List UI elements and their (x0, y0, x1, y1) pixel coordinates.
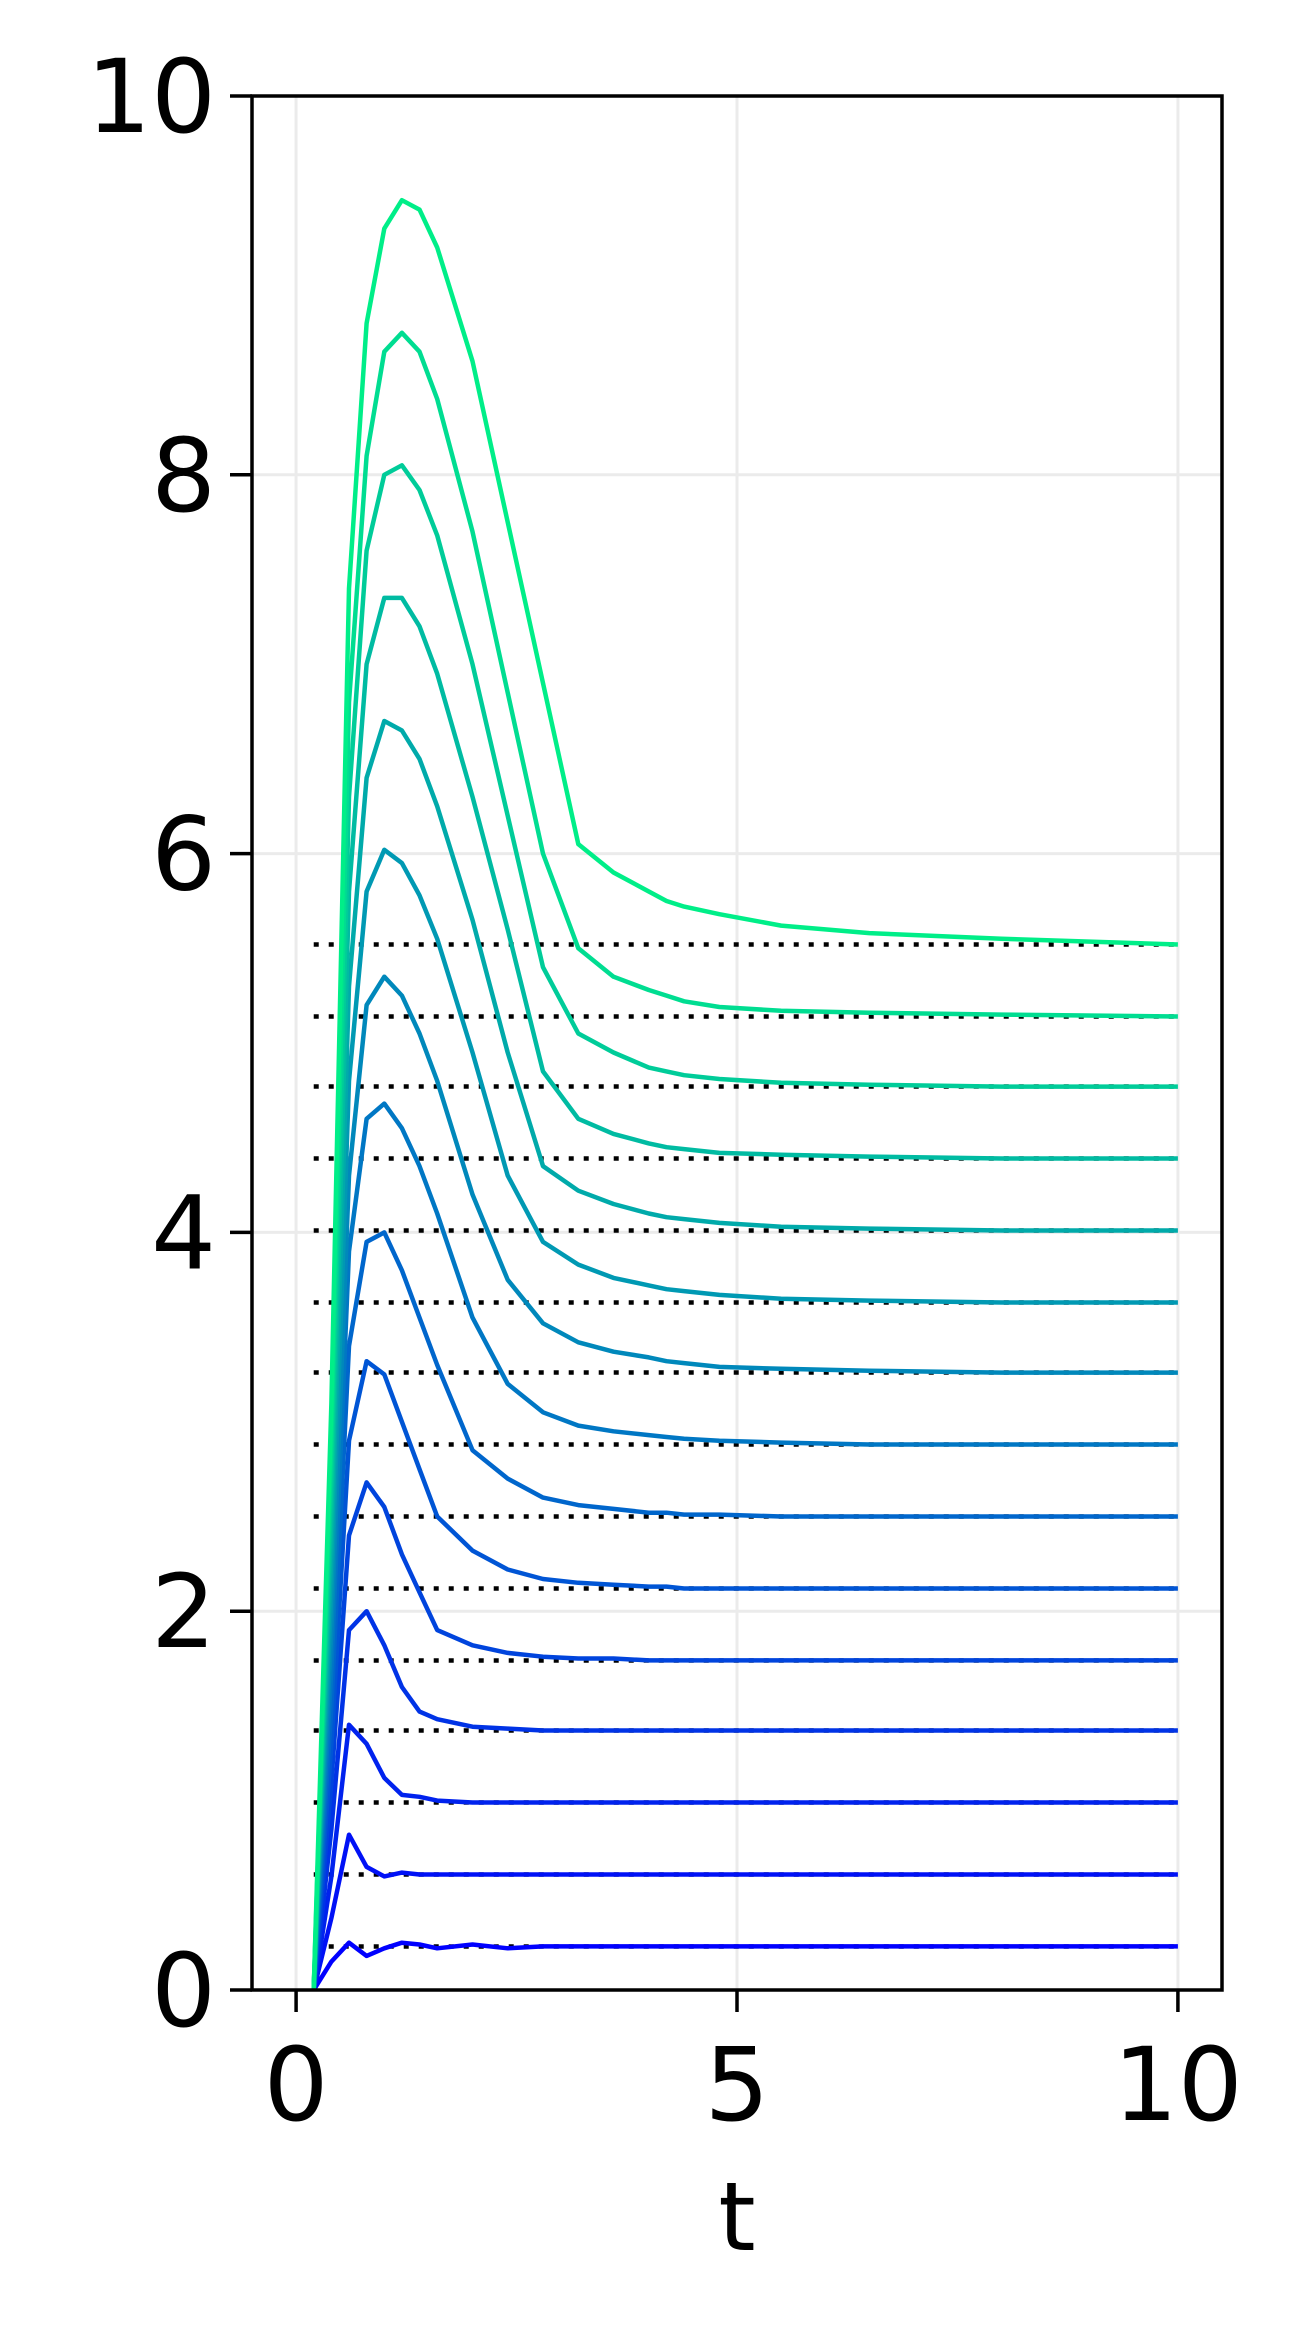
grid (252, 94, 1222, 1992)
series-line-7 (311, 1101, 1178, 1991)
axis-ticks: 0 2 4 6 8 10 0 5 10 (86, 38, 1243, 2145)
series-line-0 (311, 1940, 1178, 1992)
series-line-9 (311, 847, 1178, 1991)
series-line-13 (311, 330, 1178, 1991)
x-tick-label-2: 10 (1113, 2026, 1243, 2145)
series-line-1 (311, 1832, 1178, 1991)
y-tick-label-2: 4 (151, 1174, 216, 1293)
series-line-10 (311, 718, 1178, 1991)
series-line-8 (311, 974, 1178, 1991)
series-line-5 (311, 1358, 1178, 1991)
series-line-6 (311, 1230, 1178, 1991)
x-axis-label: t (718, 2163, 755, 2273)
x-tick-label-1: 5 (705, 2026, 770, 2145)
series-line-12 (311, 463, 1178, 1991)
y-tick-label-5: 10 (86, 38, 216, 157)
y-tick-label-1: 2 (151, 1553, 216, 1672)
x-tick-label-0: 0 (264, 2026, 329, 2145)
series-line-2 (311, 1722, 1178, 1991)
series-line-11 (311, 595, 1178, 1991)
y-tick-label-4: 8 (151, 417, 216, 536)
y-tick-label-3: 6 (151, 796, 216, 915)
series-line-3 (311, 1608, 1178, 1991)
series-line-14 (311, 197, 1178, 1991)
series-line-4 (311, 1480, 1178, 1991)
series-lines (311, 197, 1178, 1992)
y-tick-label-0: 0 (151, 1932, 216, 2051)
